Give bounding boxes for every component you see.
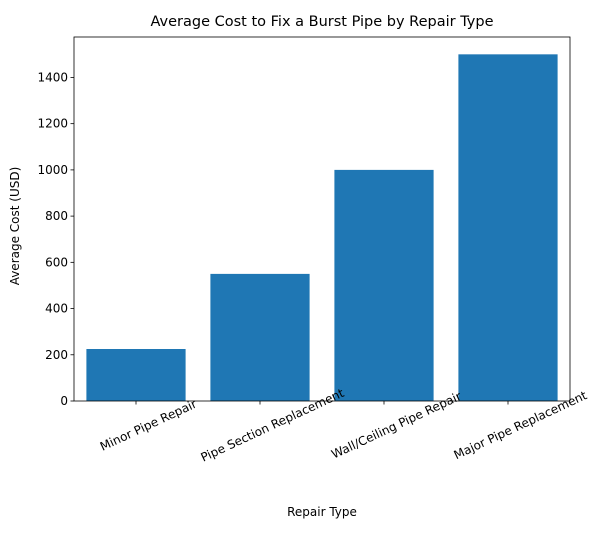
y-tick-label: 0 [60, 394, 68, 408]
y-tick-label: 1200 [37, 117, 68, 131]
y-tick-label: 1400 [37, 70, 68, 84]
y-tick-label: 600 [45, 255, 68, 269]
x-tick-label: Minor Pipe Repair [98, 397, 199, 454]
bar-3 [458, 54, 558, 401]
plot-area: 0 200 400 600 800 1000 1200 1400 Minor Pipe Repa… [37, 36, 589, 465]
plot-frame [73, 36, 571, 402]
y-tick-label: 400 [45, 302, 68, 316]
bar-0 [86, 349, 186, 401]
bar-1 [210, 273, 310, 401]
y-tick-label: 1000 [37, 163, 68, 177]
bar-2 [334, 169, 434, 401]
x-axis-label: Repair Type [287, 505, 357, 519]
chart-title: Average Cost to Fix a Burst Pipe by Repa… [150, 14, 493, 30]
y-axis-label: Average Cost (USD) [8, 167, 22, 286]
y-tick-label: 200 [45, 348, 68, 362]
y-tick-label: 800 [45, 209, 68, 223]
